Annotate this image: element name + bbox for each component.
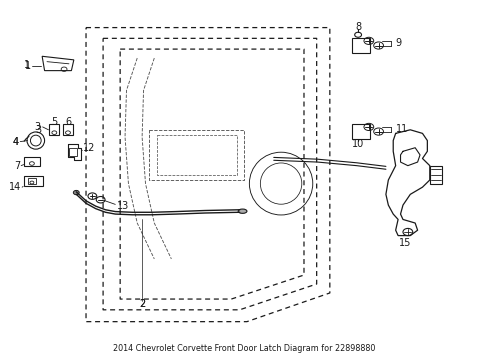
Bar [69,148,77,156]
Text: 14: 14 [9,182,21,192]
Bar [24,176,42,186]
Bar [49,125,59,135]
Text: 1: 1 [24,60,30,70]
Text: 3: 3 [35,122,41,132]
Bar [27,178,36,184]
Bar [351,125,369,139]
Text: 10: 10 [351,139,364,149]
Ellipse shape [238,209,246,213]
Bar [63,125,73,135]
Bar [24,157,40,166]
Text: 2: 2 [139,299,145,309]
Bar [429,166,441,184]
Text: 15: 15 [398,238,411,248]
Text: 3: 3 [35,125,41,135]
Text: 5: 5 [51,117,57,127]
Text: 1: 1 [25,61,31,71]
Text: 12: 12 [82,143,95,153]
Text: 4: 4 [13,138,19,147]
Text: 2: 2 [139,299,145,309]
Bar [351,39,369,53]
Text: 4: 4 [13,137,19,147]
Text: 7: 7 [14,161,20,171]
Text: 6: 6 [65,117,71,127]
Text: 11: 11 [395,124,407,134]
Text: 13: 13 [117,201,129,211]
Text: 2014 Chevrolet Corvette Front Door Latch Diagram for 22898880: 2014 Chevrolet Corvette Front Door Latch… [113,344,375,353]
Text: 9: 9 [395,38,401,48]
Circle shape [73,190,79,195]
Text: 8: 8 [354,22,361,32]
